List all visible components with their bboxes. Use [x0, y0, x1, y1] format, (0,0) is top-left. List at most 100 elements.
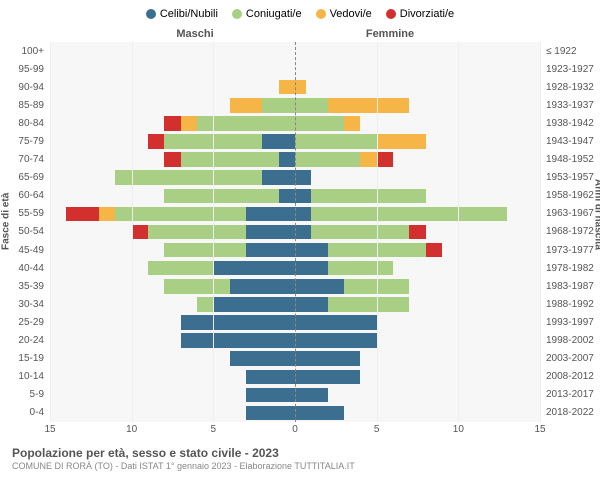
- y-tick-left: 55-59: [0, 205, 44, 223]
- bar-segment: [311, 225, 409, 239]
- bar-segment: [295, 152, 360, 166]
- y-tick-right: 1983-1987: [546, 277, 600, 295]
- footer-subtitle: COMUNE DI RORÀ (TO) - Dati ISTAT 1° genn…: [12, 461, 600, 471]
- bar-segment: [295, 315, 377, 329]
- bar-segment: [246, 370, 295, 384]
- bar-segment: [246, 406, 295, 420]
- bar-segment: [115, 170, 262, 184]
- legend-swatch: [386, 9, 396, 19]
- y-tick-right: 1938-1942: [546, 114, 600, 132]
- bar-segment: [246, 243, 295, 257]
- bar-row: [295, 386, 540, 404]
- bar-row: [50, 169, 295, 187]
- y-tick-left: 10-14: [0, 368, 44, 386]
- y-tick-left: 45-49: [0, 241, 44, 259]
- y-tick-right: 1998-2002: [546, 332, 600, 350]
- bar-segment: [409, 225, 425, 239]
- bar-segment: [181, 333, 295, 347]
- bar-row: [50, 78, 295, 96]
- bar-row: [295, 151, 540, 169]
- bar-row: [50, 60, 295, 78]
- bar-segment: [164, 279, 229, 293]
- x-tick: 5: [211, 424, 217, 435]
- bar-row: [295, 350, 540, 368]
- y-tick-left: 0-4: [0, 404, 44, 422]
- bar-segment: [99, 207, 115, 221]
- bar-row: [295, 60, 540, 78]
- bar-segment: [181, 152, 279, 166]
- y-tick-right: 1948-1952: [546, 151, 600, 169]
- bar-segment: [66, 207, 99, 221]
- bar-segment: [246, 388, 295, 402]
- x-tick: 15: [534, 424, 545, 435]
- bar-row: [50, 350, 295, 368]
- bar-segment: [295, 207, 311, 221]
- chart-footer: Popolazione per età, sesso e stato civil…: [0, 446, 600, 471]
- bar-segment: [328, 297, 410, 311]
- y-tick-right: 1978-1982: [546, 259, 600, 277]
- legend-item: Coniugati/e: [232, 8, 302, 20]
- bar-segment: [197, 297, 213, 311]
- y-tick-left: 85-89: [0, 96, 44, 114]
- y-tick-left: 70-74: [0, 151, 44, 169]
- bar-row: [50, 205, 295, 223]
- bar-segment: [295, 116, 344, 130]
- bar-segment: [295, 333, 377, 347]
- bar-row: [295, 42, 540, 60]
- bar-segment: [230, 98, 263, 112]
- bar-segment: [230, 279, 295, 293]
- bar-row: [50, 223, 295, 241]
- bar-row: [50, 114, 295, 132]
- bar-segment: [164, 152, 180, 166]
- bar-segment: [181, 116, 197, 130]
- y-tick-right: ≤ 1922: [546, 42, 600, 60]
- y-tick-left: 5-9: [0, 386, 44, 404]
- y-tick-left: 20-24: [0, 332, 44, 350]
- y-tick-left: 50-54: [0, 223, 44, 241]
- bar-row: [295, 404, 540, 422]
- bar-segment: [295, 80, 306, 94]
- bar-row: [50, 313, 295, 331]
- y-tick-left: 40-44: [0, 259, 44, 277]
- bar-segment: [197, 116, 295, 130]
- center-line: [295, 42, 296, 422]
- bar-row: [295, 187, 540, 205]
- bar-row: [295, 277, 540, 295]
- bar-segment: [148, 261, 213, 275]
- y-tick-left: 30-34: [0, 295, 44, 313]
- legend-swatch: [232, 9, 242, 19]
- bar-segment: [213, 261, 295, 275]
- y-tick-right: 1953-1957: [546, 169, 600, 187]
- y-tick-left: 60-64: [0, 187, 44, 205]
- legend-item: Vedovi/e: [316, 8, 372, 20]
- bar-segment: [295, 170, 311, 184]
- bar-row: [295, 132, 540, 150]
- x-ticks: 15105051015: [50, 424, 540, 438]
- bar-segment: [132, 225, 148, 239]
- bar-row: [50, 241, 295, 259]
- y-tick-left: 95-99: [0, 60, 44, 78]
- grid-line: [50, 42, 51, 422]
- bar-segment: [164, 116, 180, 130]
- bar-row: [50, 404, 295, 422]
- bar-segment: [377, 134, 426, 148]
- bar-row: [295, 223, 540, 241]
- bar-segment: [295, 297, 328, 311]
- y-tick-right: 1923-1927: [546, 60, 600, 78]
- y-tick-right: 1943-1947: [546, 132, 600, 150]
- legend: Celibi/Nubili Coniugati/e Vedovi/e Divorzia…: [0, 8, 600, 20]
- y-tick-right: 2013-2017: [546, 386, 600, 404]
- bar-row: [50, 187, 295, 205]
- grid-line: [132, 42, 133, 422]
- y-tick-left: 35-39: [0, 277, 44, 295]
- bar-segment: [328, 98, 410, 112]
- bar-row: [295, 205, 540, 223]
- bar-segment: [262, 170, 295, 184]
- plot-area: 100+95-9990-9485-8980-8475-7970-7465-696…: [0, 42, 600, 422]
- legend-item: Divorziati/e: [386, 8, 454, 20]
- x-tick: 15: [44, 424, 55, 435]
- bar-segment: [295, 225, 311, 239]
- legend-label: Celibi/Nubili: [160, 8, 218, 20]
- y-axis-left: 100+95-9990-9485-8980-8475-7970-7465-696…: [0, 42, 50, 422]
- bar-row: [295, 368, 540, 386]
